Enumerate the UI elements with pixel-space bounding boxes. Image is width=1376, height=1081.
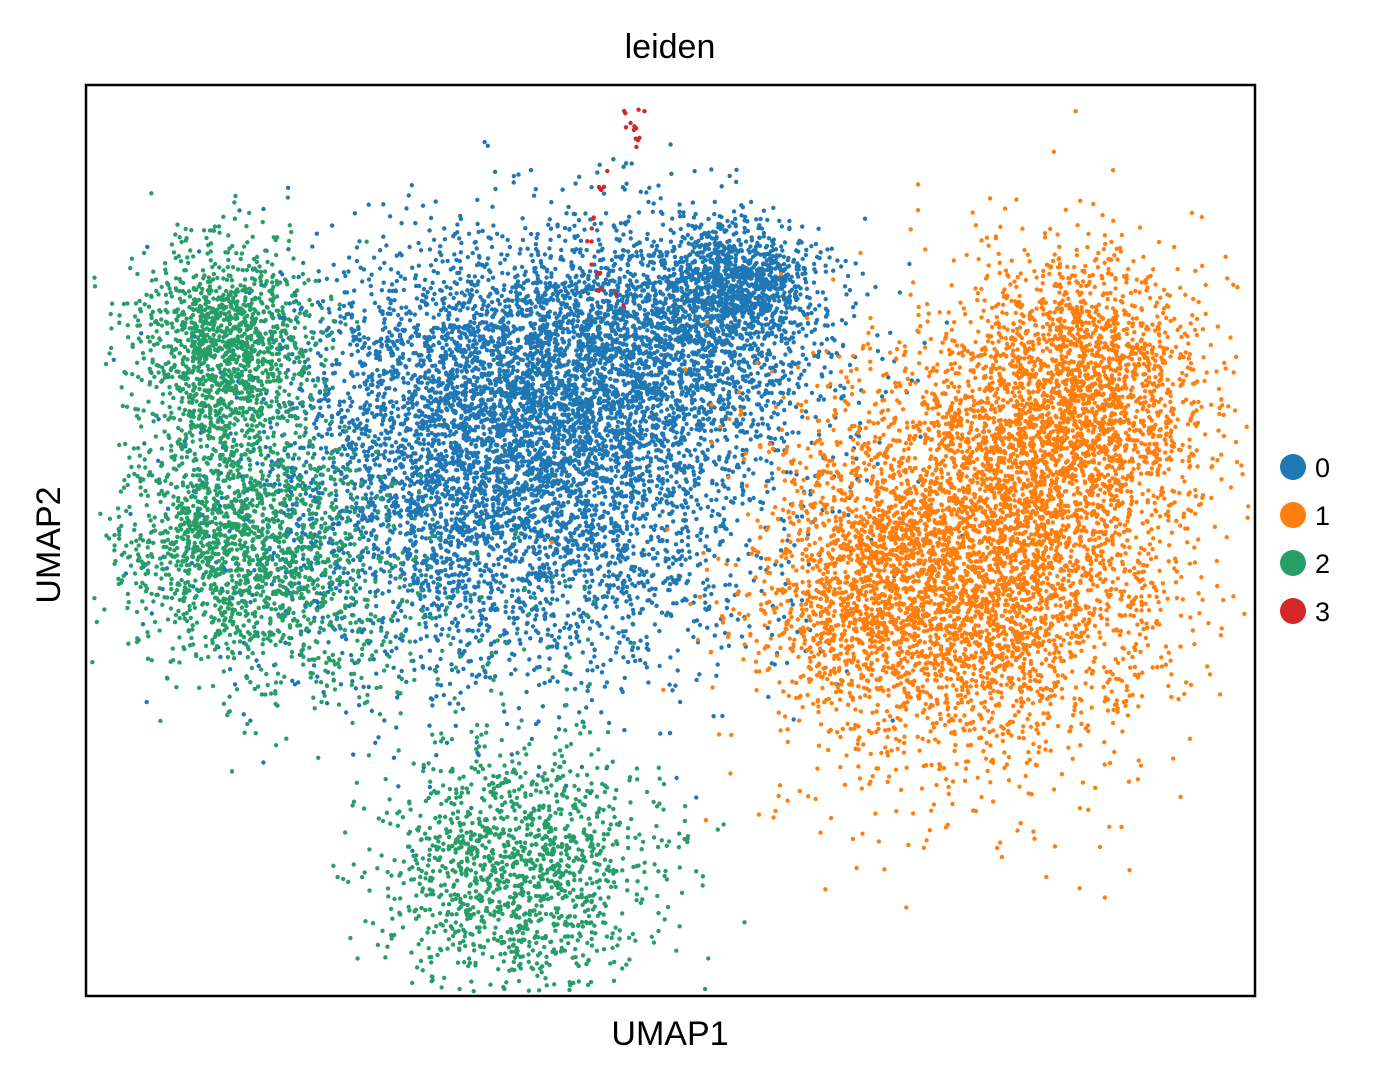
legend-marker-1 bbox=[1280, 502, 1306, 528]
series-0-points bbox=[111, 139, 965, 853]
y-axis-label: UMAP2 bbox=[30, 486, 68, 603]
x-axis-label: UMAP1 bbox=[611, 1015, 728, 1053]
series-2-points bbox=[90, 191, 747, 994]
chart-title: leiden bbox=[625, 28, 716, 66]
legend-marker-3 bbox=[1280, 598, 1306, 624]
series-1-points bbox=[549, 108, 1251, 910]
legend-label-2: 2 bbox=[1315, 549, 1330, 579]
legend-label-1: 1 bbox=[1315, 501, 1330, 531]
scatter-points bbox=[90, 107, 1251, 994]
legend-marker-2 bbox=[1280, 550, 1306, 576]
legend-marker-0 bbox=[1280, 454, 1306, 480]
legend: 0 1 2 3 bbox=[1280, 453, 1330, 627]
legend-label-0: 0 bbox=[1315, 453, 1330, 483]
plot-frame bbox=[84, 83, 1257, 998]
series-3-points bbox=[585, 107, 647, 308]
legend-label-3: 3 bbox=[1315, 597, 1330, 627]
